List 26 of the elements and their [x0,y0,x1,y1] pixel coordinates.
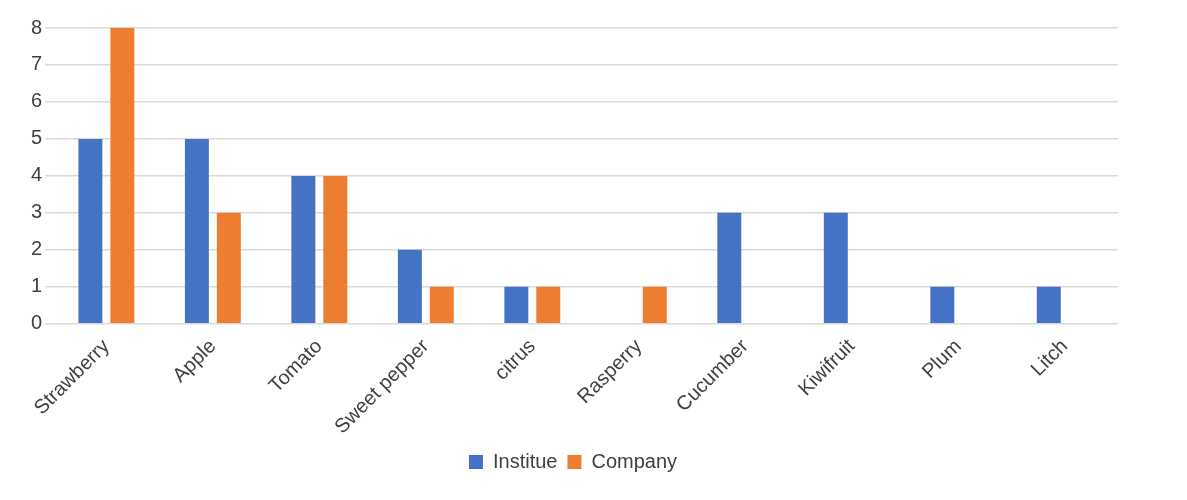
legend-label: Company [591,449,678,472]
bar [429,286,454,324]
bar [536,286,561,324]
bar [323,175,348,324]
y-tick-label: 6 [31,89,43,112]
bar [1036,286,1061,324]
bar [823,212,848,324]
legend-label: Institue [492,449,558,472]
bar [184,138,209,324]
y-tick-label: 1 [31,274,43,297]
y-tick-label: 0 [31,311,43,334]
bar [717,212,742,324]
y-tick-label: 5 [31,126,43,149]
y-tick-label: 2 [31,237,43,260]
bar [397,249,422,324]
bar [291,175,316,324]
bar [78,138,103,324]
bar [216,212,241,324]
y-tick-label: 4 [31,163,43,186]
y-tick-label: 7 [31,52,43,75]
bar [642,286,667,324]
y-tick-label: 3 [31,200,43,223]
y-tick-label: 8 [31,15,43,38]
bar [930,286,955,324]
bar [504,286,529,324]
bar [110,28,135,324]
